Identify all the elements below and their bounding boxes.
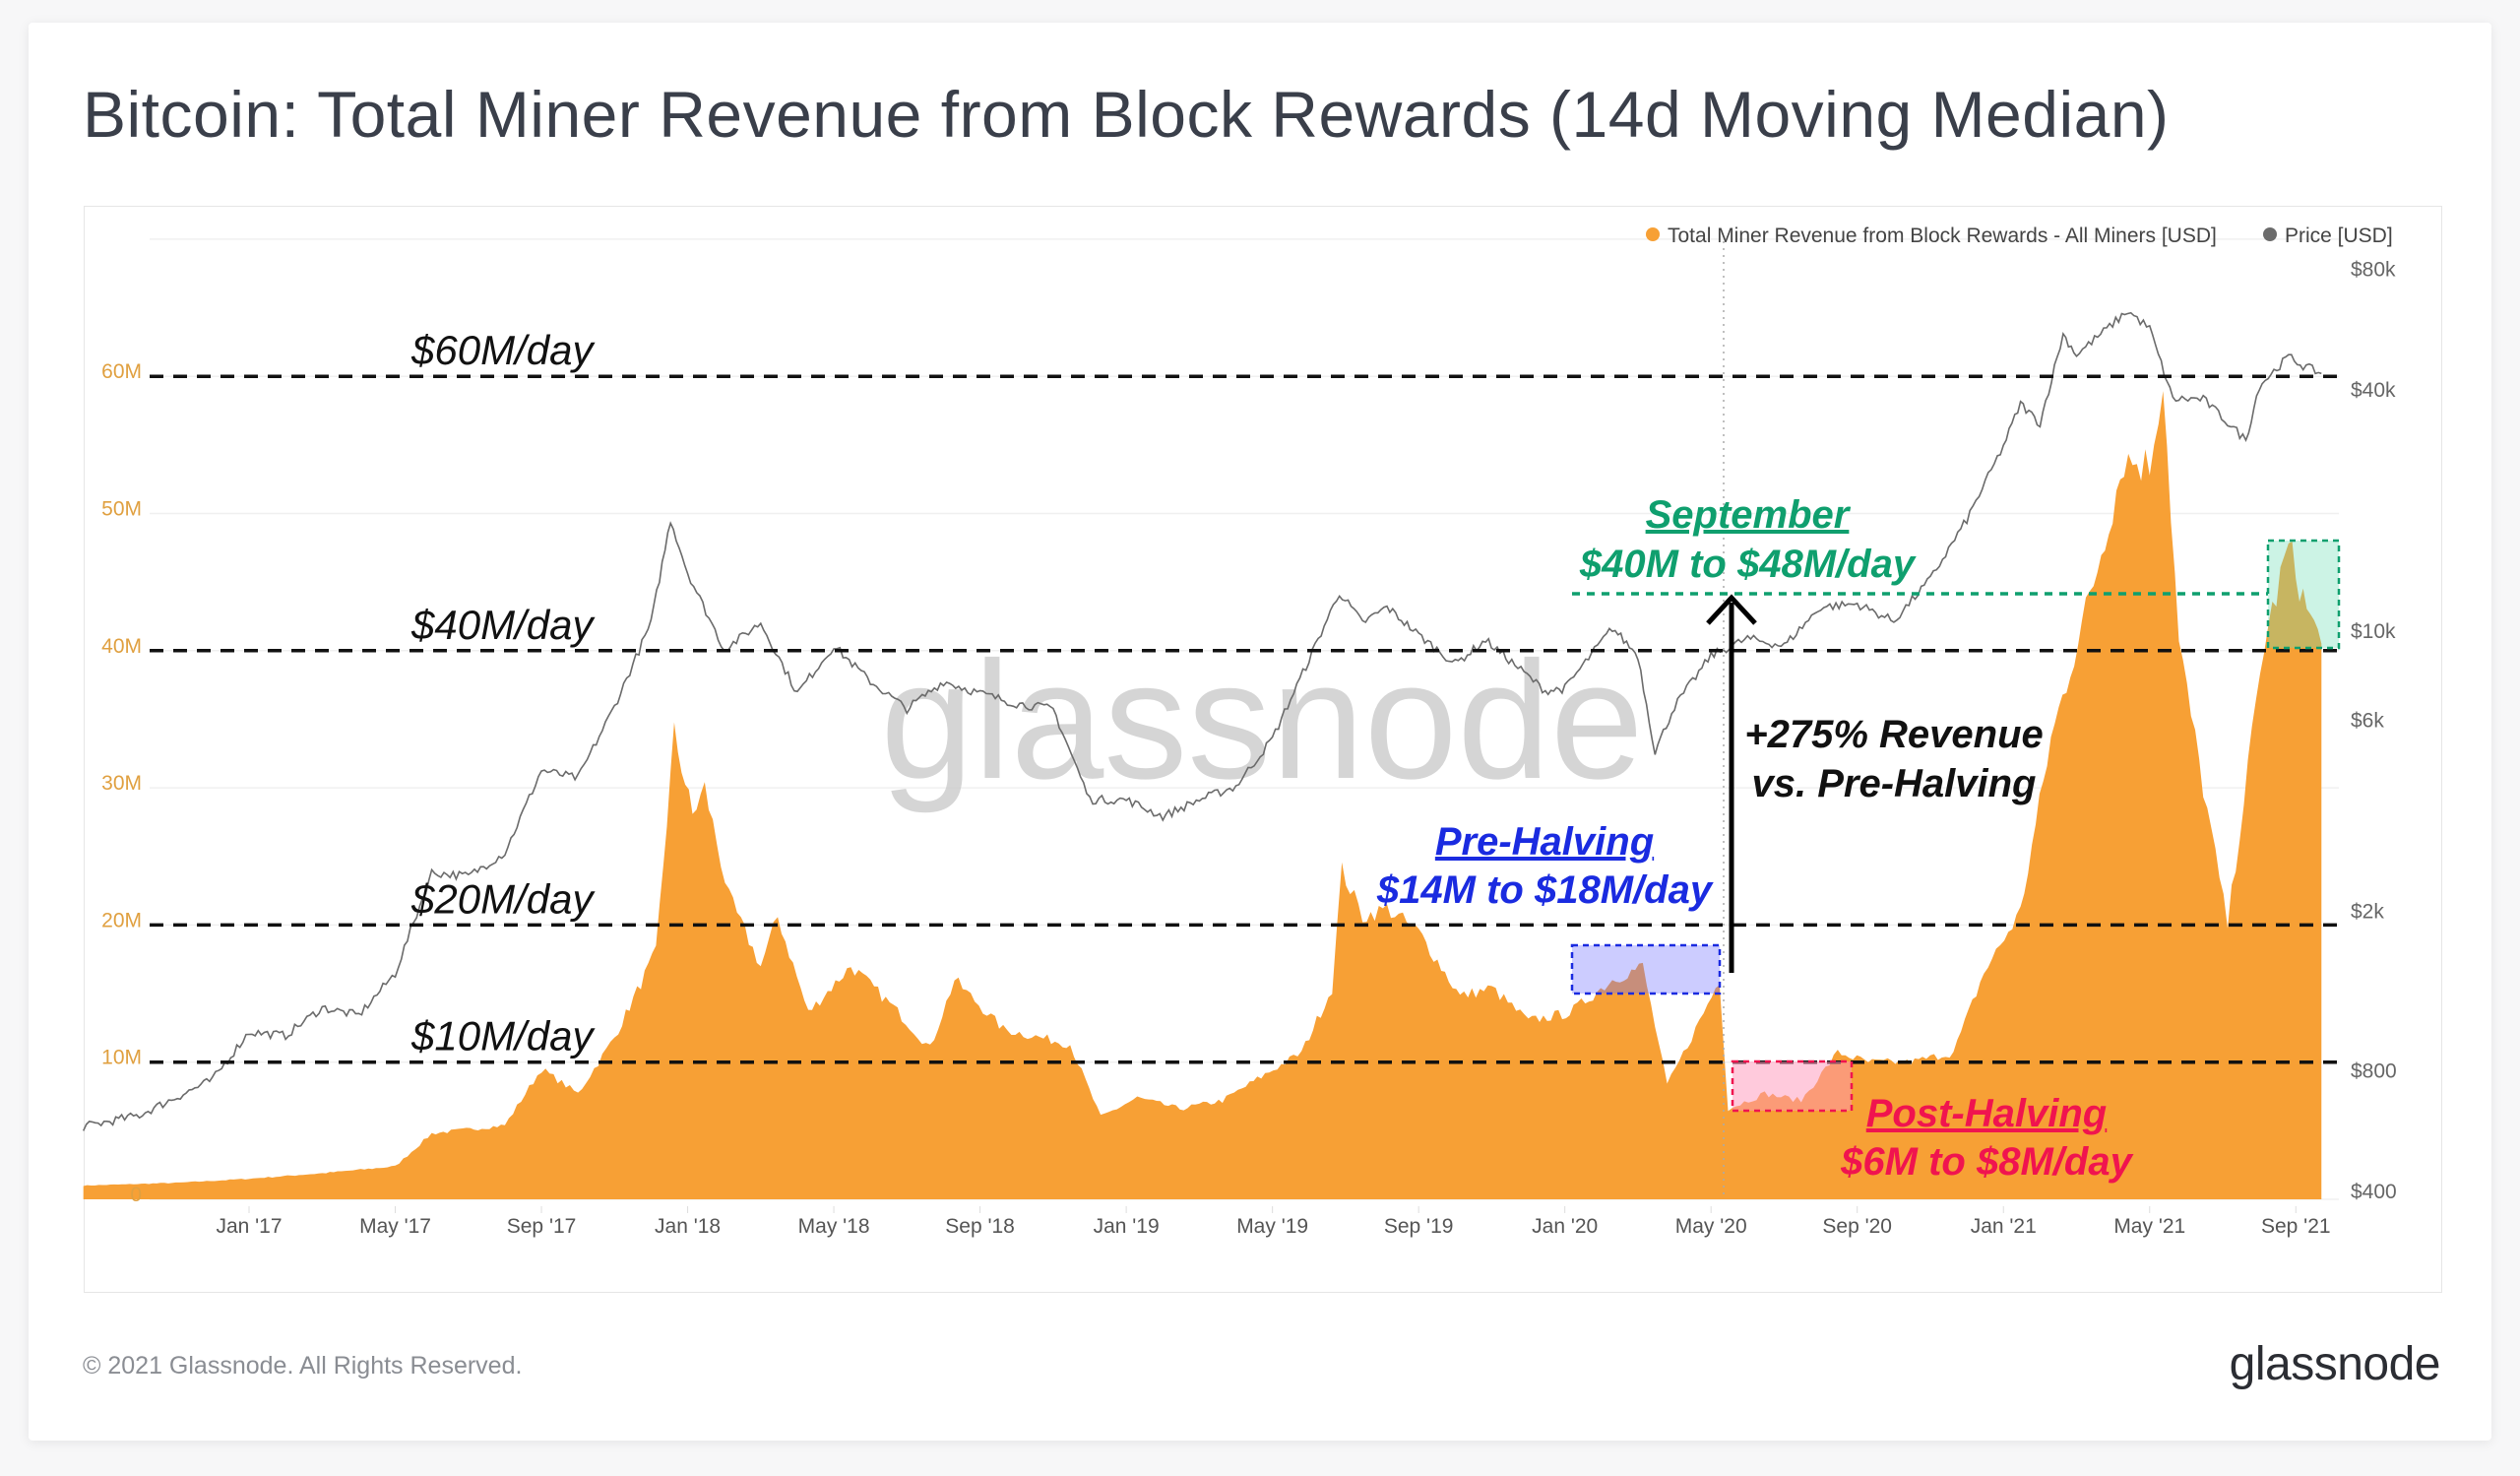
x-tick-label: Jan '19 [1094,1215,1160,1238]
y-left-tick: 10M [101,1047,142,1069]
x-tick-label: Jan '20 [1532,1215,1598,1238]
y-left-tick: 40M [101,635,142,658]
growth-label-line2: vs. Pre-Halving [1751,762,2036,805]
x-tick-label: Sep '19 [1384,1215,1454,1238]
glassnode-logo: glassnode [2229,1338,2441,1390]
september-range: $40M to $48M/day [1579,543,1917,586]
reference-label: $20M/day [410,875,596,922]
x-tick-label: Jan '21 [1971,1215,2037,1238]
reference-label: $60M/day [410,327,596,373]
x-tick-label: Sep '18 [945,1215,1015,1238]
y-right-tick: $800 [2351,1060,2397,1083]
post-halving-title: Post-Halving [1866,1092,2107,1135]
growth-label-line1: +275% Revenue [1744,713,2044,756]
y-right-tick: $10k [2351,620,2396,643]
arrow-head-icon [1706,594,1757,625]
y-right-tick: $6k [2351,709,2384,732]
y-right-tick: $400 [2351,1181,2397,1203]
watermark: glassnode [880,627,1643,814]
y-left-tick: 60M [101,360,142,383]
legend-revenue: Total Miner Revenue from Block Rewards -… [1668,225,2217,247]
pre-halving-box [1570,943,1722,995]
x-tick-label: May '17 [359,1215,431,1238]
x-tick-label: Sep '21 [2261,1215,2331,1238]
september-box [2266,539,2341,650]
legend-price: Price [USD] [2285,225,2393,247]
legend-dot-revenue [1646,227,1660,241]
y-right-tick: $80k [2351,259,2396,282]
pre-halving-title: Pre-Halving [1435,820,1654,864]
chart-title: Bitcoin: Total Miner Revenue from Block … [83,78,2170,151]
reference-label: $40M/day [410,602,596,648]
post-halving-range: $6M to $8M/day [1840,1140,2133,1184]
y-left-tick: 20M [101,909,142,931]
y-left-tick: 30M [101,772,142,795]
revenue-area [83,391,2322,1200]
y-left-tick: 0 [130,1184,142,1206]
y-left-tick: 50M [101,498,142,521]
legend-dot-price [2263,227,2277,241]
x-tick-label: May '20 [1675,1215,1747,1238]
x-tick-label: May '21 [2113,1215,2185,1238]
x-tick-label: May '19 [1236,1215,1308,1238]
copyright: © 2021 Glassnode. All Rights Reserved. [83,1352,523,1380]
y-right-tick: $2k [2351,901,2384,924]
post-halving-box [1731,1059,1854,1113]
x-tick-label: Jan '17 [216,1215,282,1238]
price-line [82,311,2322,1131]
pre-halving-range: $14M to $18M/day [1376,868,1714,912]
x-tick-label: Sep '20 [1822,1215,1892,1238]
reference-label: $10M/day [410,1013,596,1059]
x-tick-label: Jan '18 [655,1215,721,1238]
x-tick-label: Sep '17 [507,1215,577,1238]
september-title: September [1646,493,1852,537]
y-right-tick: $40k [2351,379,2396,402]
chart-frame [84,206,2442,1293]
x-tick-label: May '18 [798,1215,870,1238]
